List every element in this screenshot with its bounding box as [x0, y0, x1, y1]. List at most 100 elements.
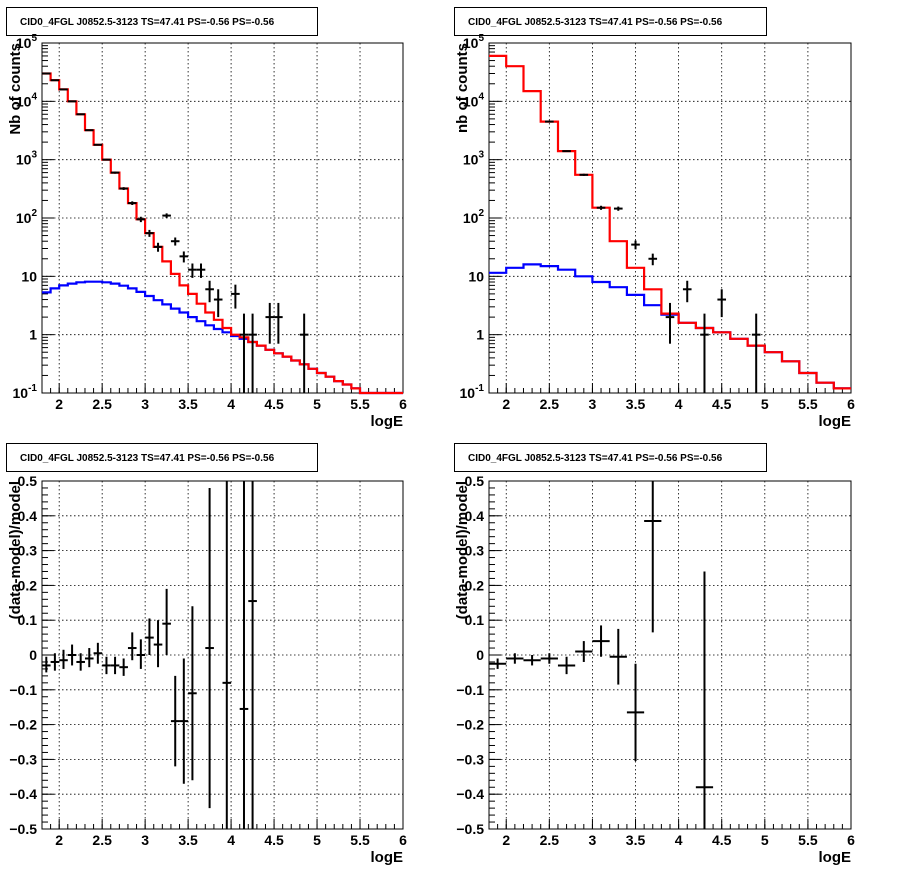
- y-tick-exponent: 5: [478, 33, 484, 44]
- x-tick-label: 4: [227, 832, 235, 848]
- residual-point: [239, 481, 249, 829]
- x-tick-label: 3.5: [626, 396, 646, 412]
- data-point: [682, 280, 692, 303]
- residual-point: [540, 653, 558, 664]
- y-tick-base: 10: [463, 35, 479, 51]
- x-axis-label: logE: [371, 849, 404, 866]
- residual-point: [102, 656, 111, 675]
- residual-point: [188, 606, 197, 781]
- data-point: [205, 280, 214, 303]
- y-axis-label: (data-model)/model: [454, 481, 471, 619]
- data-point: [196, 263, 206, 278]
- data-point: [127, 201, 137, 206]
- y-tick-label: −0.2: [9, 717, 37, 733]
- y-tick-label: 1: [476, 327, 484, 343]
- y-tick-label: 10-1: [13, 383, 38, 401]
- y-tick-base: 10: [16, 210, 32, 226]
- residual-point: [222, 481, 232, 829]
- x-tick-label: 5: [313, 396, 321, 412]
- x-tick-label: 2.5: [92, 396, 112, 412]
- residual-point: [84, 648, 94, 668]
- chart-panel-2: CID0_4FGL J0852.5-3123 TS=47.41 PS=-0.56…: [454, 7, 855, 430]
- x-tick-label: 2: [502, 832, 510, 848]
- chart-title: CID0_4FGL J0852.5-3123 TS=47.41 PS=-0.56…: [20, 17, 275, 28]
- x-axis-label: logE: [371, 413, 404, 430]
- y-tick-label: 0: [29, 647, 37, 663]
- residual-point: [67, 644, 77, 666]
- x-tick-label: 4.5: [264, 396, 284, 412]
- x-tick-label: 3: [141, 396, 149, 412]
- y-tick-label: 102: [463, 208, 485, 226]
- x-tick-label: 6: [399, 832, 407, 848]
- y-tick-label: 0.3: [18, 543, 38, 559]
- x-tick-label: 2: [55, 396, 63, 412]
- residual-point: [695, 571, 714, 829]
- data-point: [162, 213, 171, 218]
- y-tick-label: −0.1: [9, 682, 37, 698]
- y-tick-label: 10: [21, 268, 37, 284]
- residual-point: [153, 620, 163, 668]
- residual-point: [42, 656, 51, 673]
- residual-point: [110, 656, 120, 675]
- residual-point: [119, 658, 128, 676]
- data-point: [751, 313, 761, 393]
- y-tick-exponent: 3: [478, 150, 484, 161]
- y-tick-label: 0.1: [465, 612, 485, 628]
- x-tick-label: 4: [675, 832, 683, 848]
- chart-title: CID0_4FGL J0852.5-3123 TS=47.41 PS=-0.56…: [468, 17, 723, 28]
- y-tick-label: 103: [463, 150, 485, 168]
- data-point: [84, 129, 94, 132]
- y-tick-base: 10: [13, 385, 29, 401]
- y-tick-label: −0.3: [9, 751, 37, 767]
- y-tick-label: 104: [463, 91, 485, 109]
- title-box: [6, 7, 318, 36]
- x-tick-label: 3.5: [178, 396, 198, 412]
- residual-point: [93, 642, 103, 664]
- data-point: [170, 237, 180, 246]
- y-axis-label: nb of counts: [454, 43, 471, 133]
- y-tick-label: 0.1: [18, 612, 38, 628]
- residual-point: [179, 658, 189, 784]
- x-tick-label: 2.5: [540, 396, 560, 412]
- x-tick-label: 2.5: [540, 832, 560, 848]
- y-tick-exponent: 4: [478, 91, 484, 102]
- y-tick-base: 10: [16, 93, 32, 109]
- x-tick-label: 2: [55, 832, 63, 848]
- data-point: [648, 253, 658, 266]
- x-axis-label: logE: [819, 849, 852, 866]
- x-tick-label: 5.5: [798, 396, 818, 412]
- y-tick-exponent: 2: [31, 208, 37, 219]
- data-point: [76, 113, 85, 116]
- y-tick-label: 10: [468, 268, 484, 284]
- y-tick-label: 102: [16, 208, 38, 226]
- y-tick-base: 10: [463, 152, 479, 168]
- residual-point: [50, 653, 60, 671]
- y-tick-label: −0.2: [456, 717, 484, 733]
- y-tick-label: 105: [463, 33, 485, 51]
- data-point: [213, 289, 223, 318]
- y-tick-exponent: 2: [478, 208, 484, 219]
- data-point: [265, 302, 275, 344]
- data-point: [579, 173, 589, 176]
- chart-panel-4: CID0_4FGL J0852.5-3123 TS=47.41 PS=-0.56…: [454, 443, 855, 866]
- y-tick-label: 103: [16, 150, 38, 168]
- y-tick-label: −0.4: [9, 786, 37, 802]
- x-tick-label: 3.5: [626, 832, 646, 848]
- data-point: [136, 216, 146, 223]
- y-axis-label: (data-model)/model: [7, 481, 24, 619]
- x-tick-label: 4: [675, 396, 683, 412]
- residual-point: [136, 639, 146, 669]
- series-step-line-2: [42, 72, 403, 395]
- y-tick-label: −0.1: [456, 682, 484, 698]
- x-tick-label: 4: [227, 396, 235, 412]
- residual-point: [205, 487, 214, 809]
- chart-panel-1: CID0_4FGL J0852.5-3123 TS=47.41 PS=-0.56…: [6, 7, 407, 430]
- chart-panel-3: CID0_4FGL J0852.5-3123 TS=47.41 PS=-0.56…: [6, 443, 407, 866]
- y-tick-label: 0: [476, 647, 484, 663]
- y-tick-base: 10: [460, 385, 476, 401]
- data-point: [717, 289, 727, 318]
- data-point: [119, 187, 128, 190]
- title-box: [454, 443, 767, 472]
- data-point: [93, 143, 103, 146]
- data-point: [239, 313, 249, 393]
